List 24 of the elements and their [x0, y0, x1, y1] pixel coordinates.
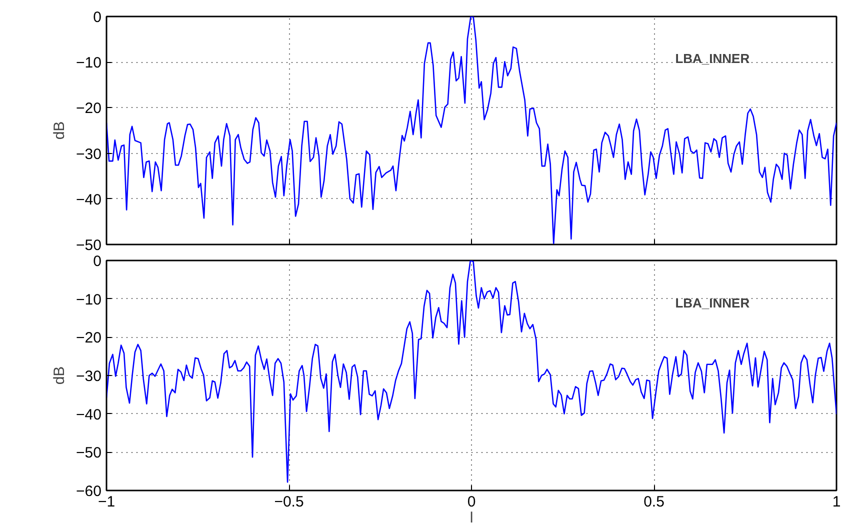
y-tick-label: −40 — [76, 406, 102, 424]
y-tick-label: −40 — [76, 191, 102, 208]
annotation: LBA_INNER — [675, 51, 750, 66]
y-tick-label: −50 — [76, 237, 102, 254]
y-tick-label: −60 — [76, 483, 102, 500]
y-axis-title: dB — [51, 366, 68, 385]
x-axis-title: l — [470, 510, 474, 526]
y-tick-label: −50 — [76, 444, 102, 462]
y-tick-label: −20 — [76, 330, 102, 347]
y-axis-title: dB — [51, 121, 68, 140]
y-tick-label: −30 — [76, 368, 102, 385]
x-tick-label: −0.5 — [274, 494, 304, 510]
y-tick-label: 0 — [93, 9, 102, 26]
y-tick-label: 0 — [93, 253, 102, 270]
y-tick-label: −20 — [76, 100, 102, 118]
x-tick-label: 1 — [832, 494, 841, 510]
y-tick-label: −10 — [76, 291, 102, 308]
x-tick-label: 0.5 — [644, 494, 664, 510]
y-tick-label: −30 — [76, 146, 102, 163]
line-series — [106, 260, 836, 483]
y-tick-label: −10 — [76, 54, 102, 72]
x-tick-label: 0 — [467, 494, 476, 510]
line-series — [106, 16, 836, 244]
annotation: LBA_INNER — [675, 296, 750, 311]
